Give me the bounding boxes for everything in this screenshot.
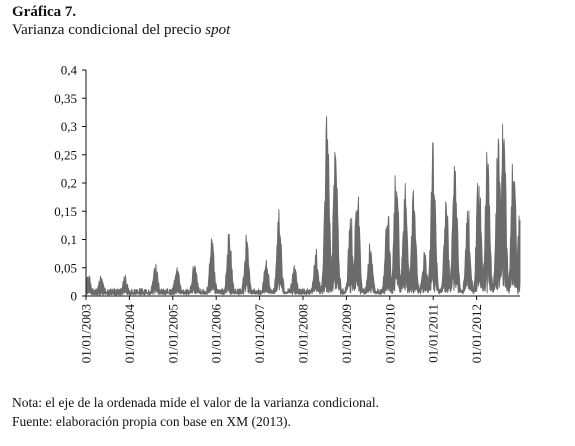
y-tick-label: 0,3 [61, 119, 77, 134]
series-layer [85, 115, 521, 296]
x-tick-label: 01/01/2012 [469, 304, 484, 363]
x-tick-label: 01/01/2006 [209, 304, 224, 364]
y-tick-label: 0,05 [54, 260, 77, 275]
x-tick-label: 01/01/2008 [296, 304, 311, 363]
axes-layer: 0 0,05 0,1 0,15 0,2 0,25 0,3 0,35 0,4 01/01/2003 0… [54, 63, 520, 364]
x-tick-label: 01/01/2009 [339, 304, 354, 363]
note-text: Nota: el eje de la ordenada mide el valo… [12, 395, 379, 410]
figure-title-block: Gráfica 7. Varianza condicional del prec… [12, 3, 230, 39]
figure-notes: Nota: el eje de la ordenada mide el valo… [12, 393, 379, 431]
y-tick-label: 0,15 [54, 204, 77, 219]
y-tick-label: 0,1 [61, 232, 77, 247]
y-tick-label: 0,2 [61, 176, 77, 191]
x-tick-label: 01/01/2005 [165, 304, 180, 363]
y-tick-label: 0 [71, 289, 78, 304]
x-tick-label: 01/01/2007 [252, 304, 267, 364]
y-tick-label: 0,35 [54, 91, 77, 106]
x-tick-label: 01/01/2003 [79, 304, 94, 363]
y-tick-label: 0,4 [61, 63, 78, 78]
x-tick-label: 01/01/2004 [122, 304, 137, 364]
x-tick-label: 01/01/2010 [382, 304, 397, 363]
figure-caption-text: Varianza condicional del precio [12, 22, 206, 38]
figure-caption-emphasis: spot [205, 22, 231, 38]
figure-number: Gráfica 7. [12, 4, 77, 20]
y-tick-label: 0,25 [54, 147, 77, 162]
x-tick-label: 01/01/2011 [426, 304, 441, 363]
variance-series-area [85, 115, 521, 296]
source-text: Fuente: elaboración propia con base en X… [12, 414, 291, 429]
figure-caption: Varianza condicional del precio spot [12, 21, 230, 39]
